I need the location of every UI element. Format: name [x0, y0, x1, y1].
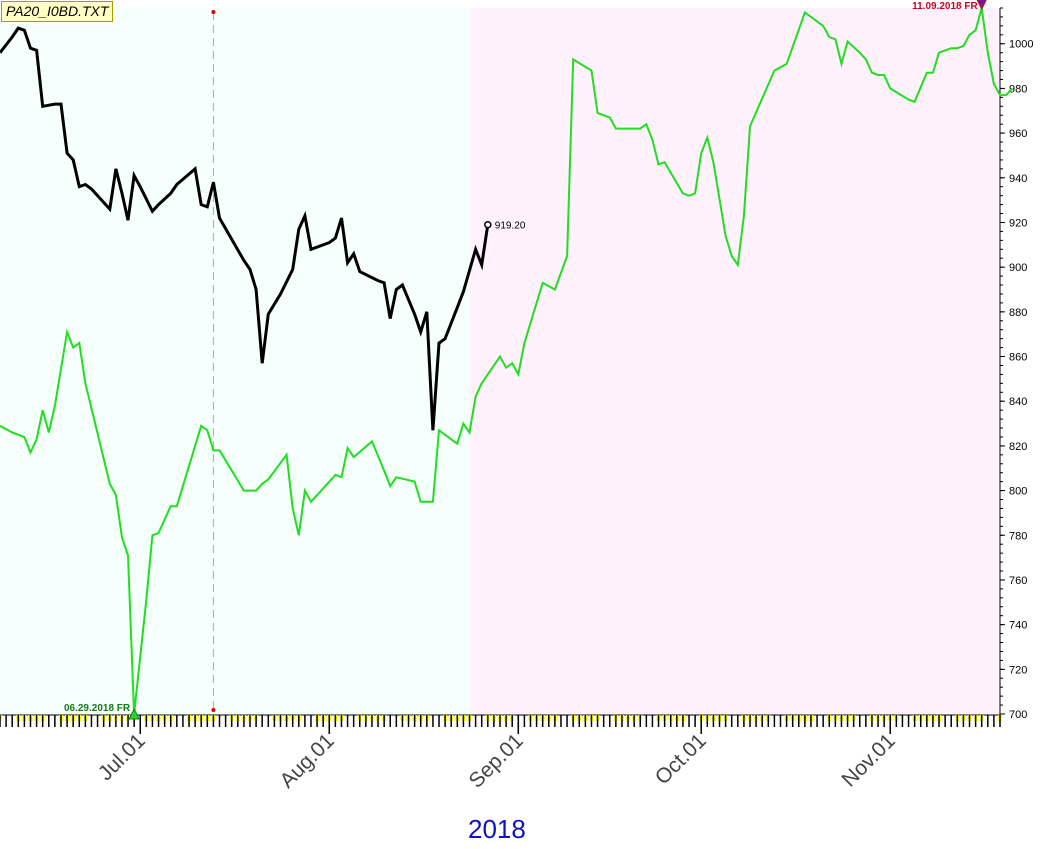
markers-layer: 919.20 06.29.2018 FR 11.09.2018 FR [64, 0, 987, 720]
actual-end-label: 919.20 [495, 221, 526, 232]
high-marker-label: 11.09.2018 FR [912, 1, 978, 12]
actual-end-point [484, 220, 492, 229]
y-tick-label: 740 [1009, 620, 1027, 632]
y-tick-label: 1000 [1009, 39, 1033, 51]
x-tick-label: Sep.01 [464, 729, 527, 792]
y-tick-label: 920 [1009, 217, 1027, 229]
y-tick-label: 840 [1009, 396, 1027, 408]
y-tick-label: 940 [1009, 173, 1027, 185]
future-shading [469, 8, 1000, 714]
year-label: 2018 [468, 814, 526, 844]
low-marker-label: 06.29.2018 FR [64, 703, 131, 714]
y-tick-label: 800 [1009, 486, 1027, 498]
y-tick-label: 820 [1009, 441, 1027, 453]
x-tick-label: Jul.01 [94, 729, 150, 785]
projection-series-line [0, 7, 1013, 715]
vertical-marker-dot-top [211, 10, 216, 14]
low-marker-triangle [128, 707, 140, 720]
x-day-marker [0, 715, 2, 721]
y-tick-label: 880 [1009, 307, 1027, 319]
x-tick-label: Aug.01 [275, 729, 338, 792]
vertical-marker-dot-bottom [211, 708, 216, 712]
file-label: PA20_I0BD.TXT [1, 1, 114, 22]
y-tick-label: 980 [1009, 83, 1027, 95]
y-tick-label: 700 [1009, 709, 1027, 721]
y-tick-label: 960 [1009, 128, 1027, 140]
high-marker-triangle [976, 0, 987, 11]
y-tick-label: 780 [1009, 530, 1027, 542]
y-tick-label: 860 [1009, 352, 1027, 364]
x-tick-label: Oct.01 [651, 729, 711, 789]
y-tick-label: 900 [1009, 262, 1027, 274]
x-tick-label: Nov.01 [838, 729, 900, 791]
actual-series-line [0, 26, 490, 431]
past-shading [0, 8, 470, 714]
y-tick-label: 720 [1009, 664, 1027, 676]
y-tick-label: 760 [1009, 575, 1027, 587]
